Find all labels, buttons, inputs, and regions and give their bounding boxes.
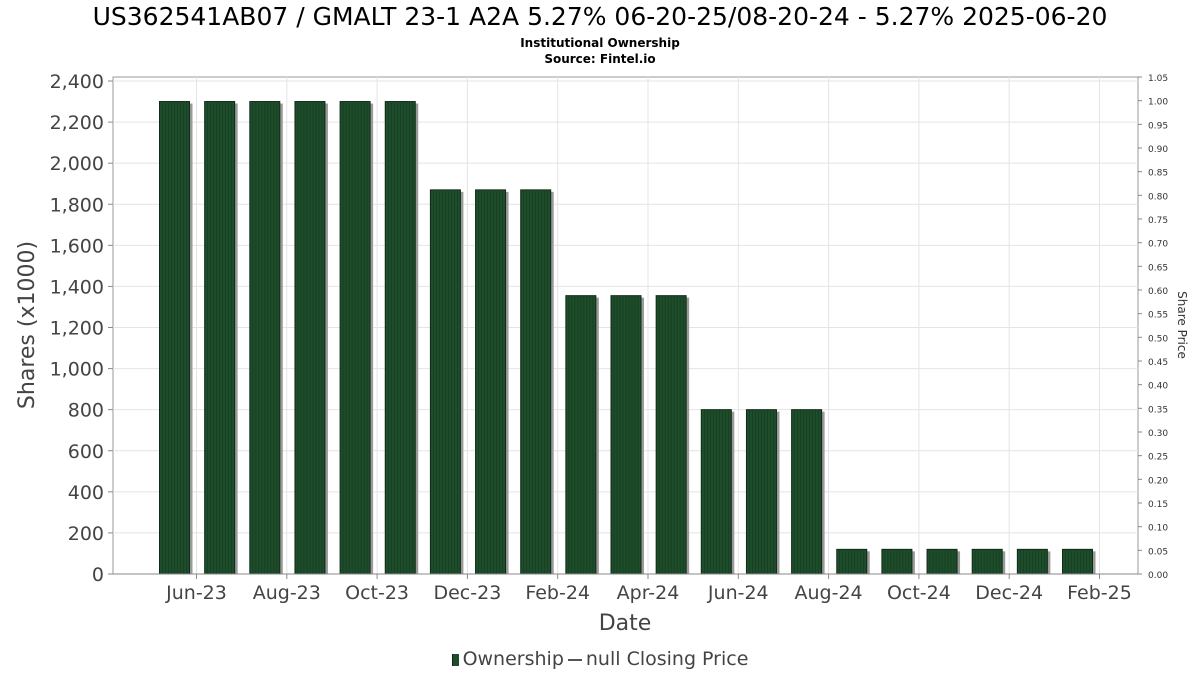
y2-tick-label: 0.25 [1148, 453, 1168, 463]
y2-tick-label: 0.80 [1148, 192, 1168, 202]
y2-axis-label: Share Price [1175, 291, 1189, 359]
x-tick-label: Aug-24 [795, 582, 863, 604]
y-axis-label: Shares (x1000) [15, 241, 40, 409]
legend: Ownership null Closing Price [0, 648, 1200, 670]
legend-price-label: null Closing Price [585, 648, 749, 670]
y2-tick-label: 0.40 [1148, 382, 1168, 392]
y-tick-label: 800 [68, 400, 104, 422]
y-tick-label: 1,800 [50, 194, 104, 216]
y2-tick-label: 0.60 [1148, 287, 1168, 297]
chart-source: Source: Fintel.io [544, 52, 656, 66]
y-tick-label: 600 [68, 441, 104, 463]
y2-tick-label: 0.10 [1148, 524, 1168, 534]
y2-tick-label: 0.15 [1148, 500, 1168, 510]
x-tick-label: Aug-23 [253, 582, 321, 604]
y2-tick-label: 0.05 [1148, 547, 1168, 557]
y-tick-label: 0 [92, 564, 104, 586]
y2-tick-label: 1.05 [1148, 74, 1168, 84]
y2-tick-label: 1.00 [1148, 98, 1168, 108]
x-axis: Jun-23 Aug-23 Oct-23 Dec-23 Feb-24 Apr-24 Jun-… [113, 573, 1138, 604]
y2-tick-label: 0.70 [1148, 240, 1168, 250]
y-tick-label: 1,200 [50, 318, 104, 340]
y2-tick-label: 0.20 [1148, 476, 1168, 486]
x-tick-label: Jun-24 [707, 582, 769, 604]
x-tick-label: Oct-24 [887, 582, 951, 604]
y2-tick-label: 0.85 [1148, 169, 1168, 179]
y2-axis: 0.00 0.05 0.10 0.15 0.20 0.25 0.30 0.35 0.40 0.45… [1138, 74, 1168, 581]
x-tick-label: Dec-23 [433, 582, 501, 604]
y2-tick-label: 0.65 [1148, 263, 1168, 273]
legend-ownership-label: Ownership [462, 648, 564, 670]
x-tick-label: Dec-24 [975, 582, 1043, 604]
y2-tick-label: 0.50 [1148, 334, 1168, 344]
x-tick-label: Apr-24 [617, 582, 680, 604]
y2-tick-label: 0.95 [1148, 121, 1168, 131]
y-tick-label: 1,600 [50, 235, 104, 257]
y-axis: 0 200 400 600 800 1,000 1,200 1,400 1,600 1,800 2,… [50, 71, 113, 586]
x-axis-label: Date [599, 611, 652, 636]
y-tick-label: 1,400 [50, 276, 104, 298]
y2-tick-label: 0.75 [1148, 216, 1168, 226]
y2-tick-label: 0.00 [1148, 571, 1168, 581]
y2-tick-label: 0.45 [1148, 358, 1168, 368]
chart-subtitle: Institutional Ownership [520, 36, 680, 50]
chart-title: US362541AB07 / GMALT 23-1 A2A 5.27% 06-2… [92, 2, 1108, 31]
y2-tick-label: 0.55 [1148, 311, 1168, 321]
y2-tick-label: 0.30 [1148, 429, 1168, 439]
y-tick-label: 2,400 [50, 71, 104, 93]
x-tick-label: Oct-23 [345, 582, 409, 604]
x-tick-label: Feb-24 [525, 582, 590, 604]
x-tick-label: Feb-25 [1067, 582, 1132, 604]
y-tick-label: 2,000 [50, 153, 104, 175]
y-tick-label: 1,000 [50, 359, 104, 381]
bars [159, 101, 1096, 575]
y-tick-label: 2,200 [50, 112, 104, 134]
y2-tick-label: 0.90 [1148, 145, 1168, 155]
x-tick-label: Jun-23 [165, 582, 227, 604]
y2-tick-label: 0.35 [1148, 405, 1168, 415]
y-tick-label: 200 [68, 523, 104, 545]
legend-ownership-swatch [451, 653, 459, 666]
y-tick-label: 400 [68, 482, 104, 504]
legend-price-line [567, 658, 582, 661]
